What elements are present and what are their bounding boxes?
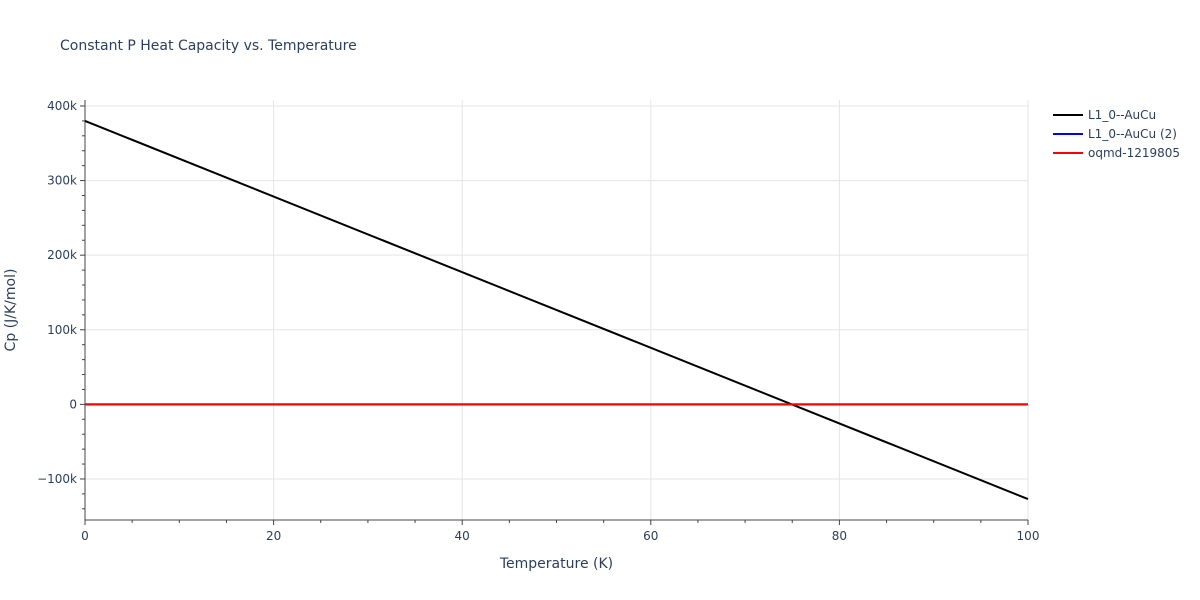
y-tick-label: 0 bbox=[69, 397, 77, 411]
y-tick-label: 100k bbox=[47, 323, 77, 337]
legend-label: L1_0--AuCu bbox=[1088, 108, 1156, 122]
legend-item[interactable]: L1_0--AuCu bbox=[1053, 108, 1156, 122]
x-tick-label: 0 bbox=[81, 529, 89, 543]
legend-label: L1_0--AuCu (2) bbox=[1088, 127, 1177, 141]
legend-item[interactable]: oqmd-1219805 bbox=[1053, 146, 1180, 160]
axes: 0 20 40 60 80 100 −100k 0 100k 200k 300k 400k bbox=[37, 99, 1039, 543]
x-tick-label: 100 bbox=[1017, 529, 1040, 543]
y-tick-label: 200k bbox=[47, 248, 77, 262]
series-line-0 bbox=[84, 119, 1029, 501]
y-axis-label: Cp (J/K/mol) bbox=[3, 269, 19, 352]
legend[interactable]: L1_0--AuCu L1_0--AuCu (2) oqmd-1219805 bbox=[1053, 108, 1180, 160]
x-tick-label: 60 bbox=[643, 529, 658, 543]
y-tick-label: −100k bbox=[37, 472, 77, 486]
legend-label: oqmd-1219805 bbox=[1088, 146, 1180, 160]
chart-title: Constant P Heat Capacity vs. Temperature bbox=[60, 38, 357, 54]
x-tick-label: 20 bbox=[266, 529, 281, 543]
x-tick-label: 40 bbox=[455, 529, 470, 543]
series-group bbox=[84, 119, 1029, 501]
y-tick-label: 300k bbox=[47, 174, 77, 188]
x-axis-label: Temperature (K) bbox=[499, 556, 613, 572]
legend-item[interactable]: L1_0--AuCu (2) bbox=[1053, 127, 1177, 141]
x-tick-label: 80 bbox=[832, 529, 847, 543]
y-tick-label: 400k bbox=[47, 99, 77, 113]
